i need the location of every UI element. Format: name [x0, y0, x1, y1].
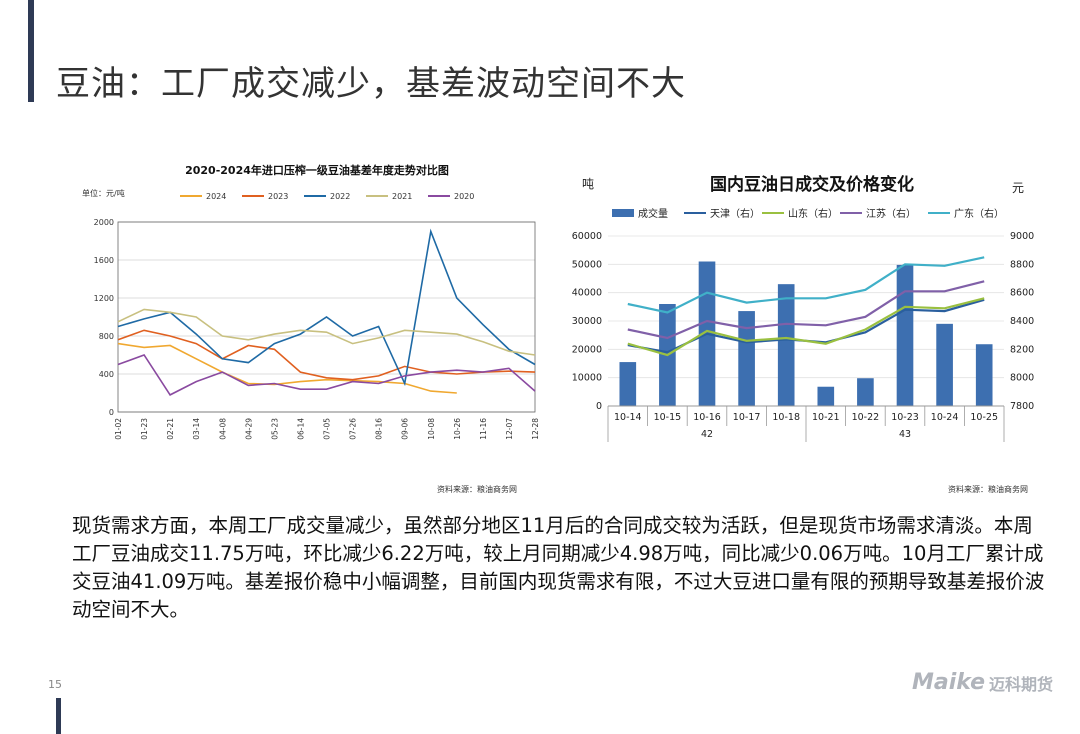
- bar-10-17: [738, 311, 755, 406]
- logo-wordmark: Maike: [912, 670, 986, 695]
- x-tick-label: 12-28: [531, 418, 540, 440]
- basis-chart: 2020-2024年进口压榨一级豆油基差年度走势对比图单位：元/吨 2024 202…: [80, 150, 555, 490]
- left-tick-label: 30000: [572, 316, 602, 327]
- series-line-2020: [117, 354, 536, 396]
- x-tick-label: 09-06: [401, 418, 410, 440]
- x-tick-label: 10-14: [614, 412, 642, 423]
- x-tick-label: 01-02: [114, 418, 123, 440]
- x-tick-label: 10-23: [891, 412, 919, 423]
- x-tick-label: 10-17: [733, 412, 761, 423]
- slide-accent-bar-top: [28, 0, 34, 102]
- series-line-2021: [117, 308, 536, 356]
- basis-chart-title: 2020-2024年进口压榨一级豆油基差年度走势对比图: [185, 163, 449, 177]
- left-tick-label: 60000: [572, 231, 602, 242]
- legend-label-江苏（右）: 江苏（右）: [866, 207, 916, 220]
- y-tick-label: 400: [99, 370, 114, 379]
- x-tick-label: 02-21: [166, 418, 175, 440]
- x-tick-label: 10-25: [970, 412, 998, 423]
- x-tick-label: 10-26: [453, 418, 462, 440]
- logo-chinese-name: 迈科期货: [989, 674, 1054, 694]
- legend-label-天津（右）: 天津（右）: [710, 207, 760, 220]
- x-tick-label: 03-14: [192, 418, 201, 440]
- y-tick-label: 1600: [94, 256, 114, 265]
- legend-label-2024: 2024: [206, 192, 226, 201]
- body-paragraph: 现货需求方面，本周工厂成交量减少，虽然部分地区11月后的合同成交较为活跃，但是现…: [72, 514, 1045, 621]
- bar-10-22: [857, 378, 874, 406]
- trade-volume-chart-source: 资料来源：粮油商务网: [948, 485, 1028, 494]
- bar-10-14: [619, 362, 637, 406]
- x-tick-label: 10-15: [654, 412, 682, 423]
- legend-label-2023: 2023: [268, 192, 288, 201]
- bar-10-21: [817, 386, 835, 406]
- series-line-2024: [117, 342, 457, 394]
- x-tick-label: 11-16: [479, 418, 488, 440]
- left-tick-label: 50000: [572, 259, 602, 270]
- x-tick-label: 12-07: [505, 418, 514, 440]
- left-tick-label: 10000: [572, 373, 602, 384]
- right-tick-label: 8200: [1010, 344, 1034, 355]
- x-tick-label: 10-22: [852, 412, 880, 423]
- group-label: 42: [701, 429, 713, 440]
- legend-swatch-成交量: [612, 209, 634, 217]
- right-tick-label: 9000: [1010, 231, 1034, 242]
- left-axis-unit: 吨: [582, 177, 594, 191]
- legend-label-2022: 2022: [330, 192, 350, 201]
- x-tick-label: 07-05: [323, 418, 332, 440]
- bar-10-23: [896, 264, 914, 406]
- y-tick-label: 800: [99, 332, 114, 341]
- basis-chart-unit: 单位：元/吨: [82, 188, 125, 198]
- y-tick-label: 2000: [94, 218, 114, 227]
- left-tick-label: 20000: [572, 344, 602, 355]
- legend-label-成交量: 成交量: [638, 207, 668, 220]
- y-tick-label: 0: [109, 408, 114, 417]
- legend-label-2021: 2021: [392, 192, 412, 201]
- bar-10-24: [936, 323, 953, 406]
- right-tick-label: 8600: [1010, 288, 1034, 299]
- x-tick-label: 08-16: [375, 418, 384, 440]
- basis-chart-source: 资料来源：粮油商务网: [437, 485, 517, 494]
- x-tick-label: 05-23: [270, 418, 279, 440]
- x-tick-label: 10-21: [812, 412, 840, 423]
- x-tick-label: 06-14: [296, 418, 305, 440]
- left-tick-label: 40000: [572, 288, 602, 299]
- legend-label-山东（右）: 山东（右）: [788, 207, 838, 220]
- right-tick-label: 8400: [1010, 316, 1034, 327]
- series-line-广东（右）: [627, 256, 985, 314]
- plot-frame: [117, 221, 536, 413]
- series-line-2023: [117, 329, 536, 381]
- x-tick-label: 01-23: [140, 418, 149, 440]
- right-tick-label: 8800: [1010, 259, 1034, 270]
- page-number: 15: [48, 678, 62, 691]
- right-tick-label: 8000: [1010, 373, 1034, 384]
- bar-10-25: [975, 344, 993, 406]
- y-tick-label: 1200: [94, 294, 114, 303]
- slide-title: 豆油：工厂成交减少，基差波动空间不大: [56, 64, 686, 104]
- series-line-2022: [117, 228, 536, 387]
- legend-label-2020: 2020: [454, 192, 474, 201]
- trade-volume-chart: 国内豆油日成交及价格变化 吨 元成交量 天津（右） 山东（右） 江苏（右） 广东（右） 0 10…: [572, 160, 1042, 490]
- x-tick-label: 04-29: [244, 418, 253, 440]
- series-line-山东（右）: [627, 297, 985, 357]
- bar-10-18: [777, 284, 795, 406]
- x-tick-label: 10-18: [772, 412, 800, 423]
- right-axis-unit: 元: [1012, 181, 1024, 195]
- x-tick-label: 07-26: [349, 418, 358, 440]
- x-tick-label: 10-16: [693, 412, 721, 423]
- x-tick-label: 10-08: [427, 418, 436, 440]
- x-tick-label: 10-24: [931, 412, 959, 423]
- x-tick-label: 04-08: [218, 418, 227, 440]
- slide-accent-bar-bottom: [56, 698, 61, 734]
- left-tick-label: 0: [596, 401, 602, 412]
- group-label: 43: [899, 429, 911, 440]
- legend-label-广东（右）: 广东（右）: [954, 207, 1004, 220]
- trade-chart-title: 国内豆油日成交及价格变化: [710, 174, 914, 195]
- right-tick-label: 7800: [1010, 401, 1034, 412]
- company-logo: Maike 迈科期货: [912, 670, 1053, 695]
- series-line-江苏（右）: [627, 280, 985, 340]
